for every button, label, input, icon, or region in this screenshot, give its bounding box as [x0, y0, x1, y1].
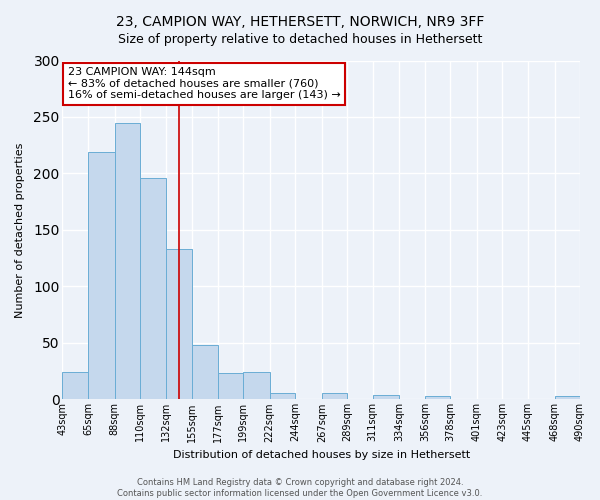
Bar: [554, 396, 580, 400]
Text: 23, CAMPION WAY, HETHERSETT, NORWICH, NR9 3FF: 23, CAMPION WAY, HETHERSETT, NORWICH, NR…: [116, 15, 484, 29]
Text: Contains HM Land Registry data © Crown copyright and database right 2024.
Contai: Contains HM Land Registry data © Crown c…: [118, 478, 482, 498]
Bar: [166, 249, 192, 400]
Bar: [192, 345, 218, 400]
Bar: [425, 396, 451, 400]
Y-axis label: Number of detached properties: Number of detached properties: [15, 142, 25, 318]
Text: 23 CAMPION WAY: 144sqm
← 83% of detached houses are smaller (760)
16% of semi-de: 23 CAMPION WAY: 144sqm ← 83% of detached…: [68, 68, 340, 100]
Text: Size of property relative to detached houses in Hethersett: Size of property relative to detached ho…: [118, 32, 482, 46]
Bar: [62, 372, 88, 400]
Bar: [270, 392, 295, 400]
Bar: [218, 374, 243, 400]
Bar: [322, 392, 347, 400]
Bar: [373, 395, 400, 400]
Bar: [140, 178, 166, 400]
Bar: [115, 122, 140, 400]
Bar: [243, 372, 270, 400]
X-axis label: Distribution of detached houses by size in Hethersett: Distribution of detached houses by size …: [173, 450, 470, 460]
Bar: [88, 152, 115, 400]
